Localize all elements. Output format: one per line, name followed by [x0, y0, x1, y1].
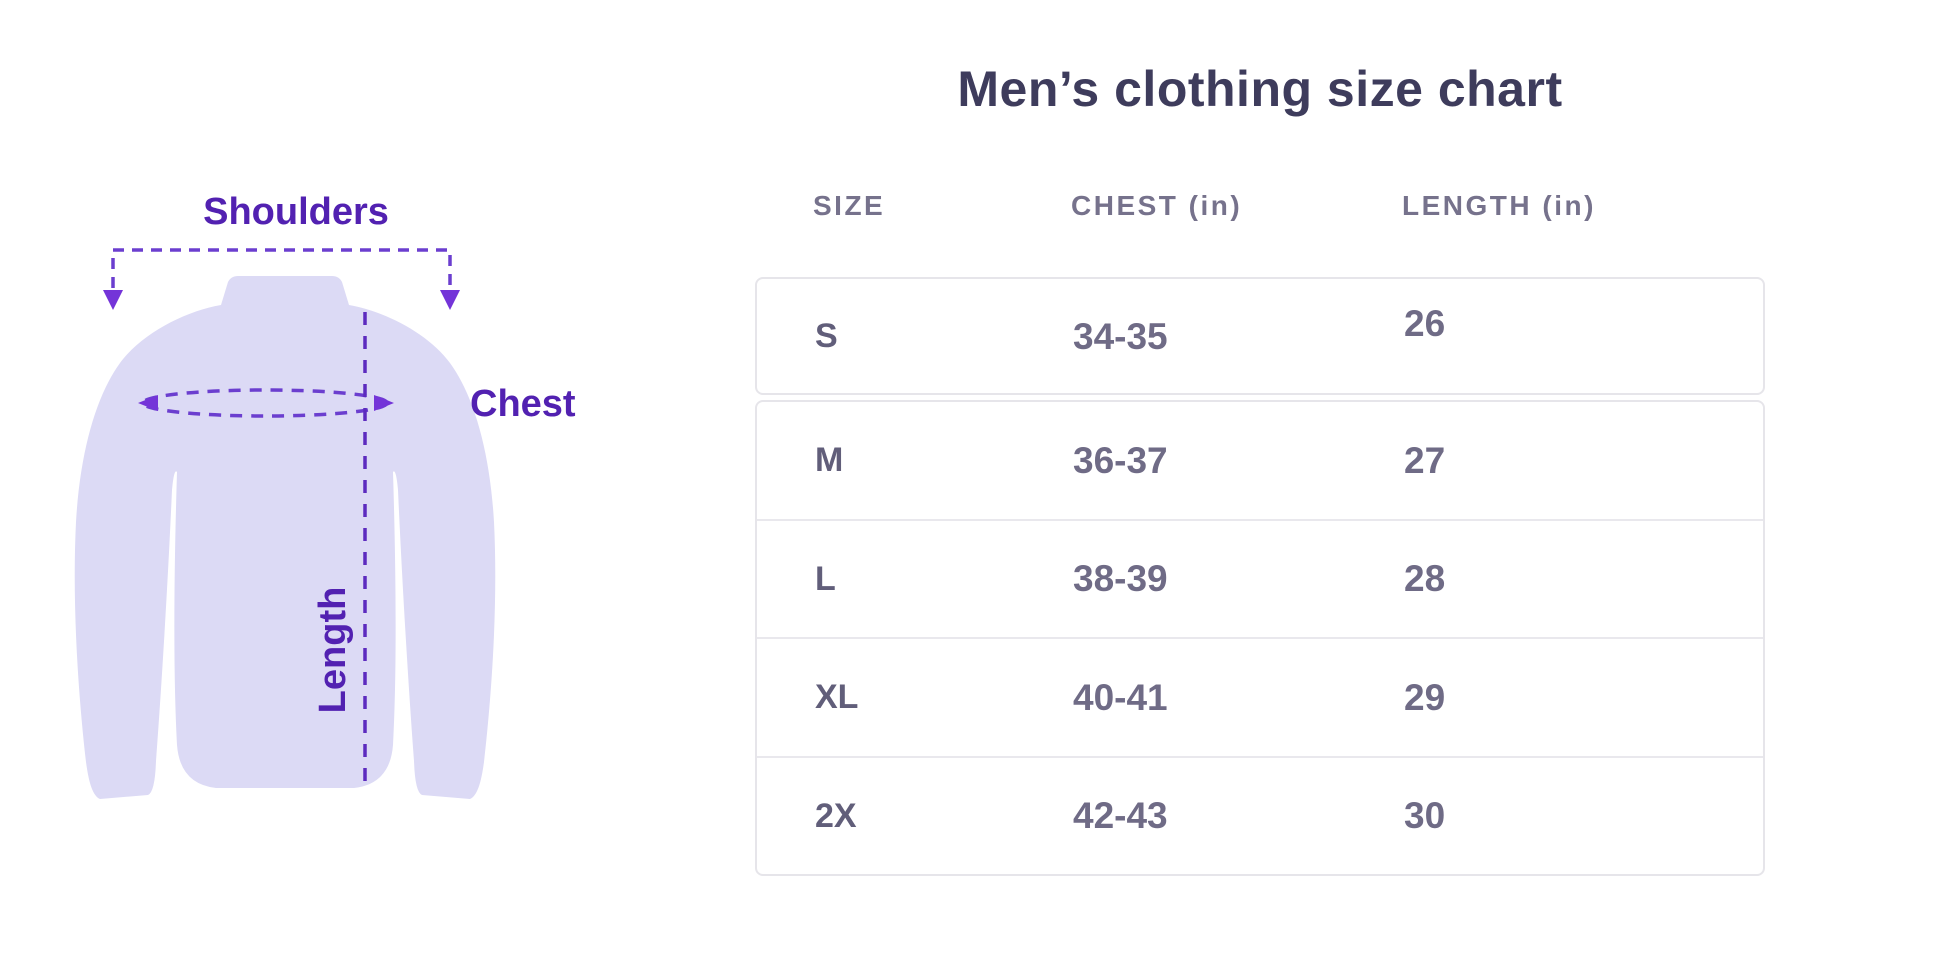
table-row: S 34-35 26 [757, 279, 1763, 393]
cell-chest: 38-39 [1073, 558, 1168, 600]
table-row: L 38-39 28 [757, 518, 1763, 638]
shoulders-label: Shoulders [203, 191, 389, 233]
length-label: Length [312, 586, 354, 714]
header-length: LENGTH (in) [1402, 190, 1596, 221]
cell-size: M [815, 441, 844, 480]
shirt-body [74, 305, 496, 799]
cell-length: 27 [1404, 439, 1446, 481]
shoulders-arrow-left-icon [103, 290, 123, 310]
chest-arrow-right-icon [374, 395, 394, 411]
size-table-first-row-box: S 34-35 26 [755, 277, 1765, 395]
cell-length: 26 [1404, 302, 1446, 344]
page-title: Men’s clothing size chart [957, 61, 1563, 117]
size-table-header: SIZE CHEST (in) LENGTH (in) [755, 190, 1765, 222]
cell-length: 30 [1404, 795, 1446, 837]
table-row: XL 40-41 29 [757, 637, 1763, 756]
size-table-rows-box: M 36-37 27 L 38-39 28 XL 40-41 29 2X 42-43 30 [755, 400, 1765, 876]
header-size: SIZE [813, 190, 886, 221]
cell-size: S [815, 317, 838, 355]
cell-size: 2X [815, 796, 857, 835]
shirt-illustration [74, 248, 496, 799]
cell-size: L [815, 559, 836, 598]
cell-length: 29 [1404, 676, 1446, 718]
cell-chest: 40-41 [1073, 676, 1168, 718]
shirt-collar [221, 276, 349, 305]
chest-arrow-left-icon [138, 395, 158, 411]
header-chest: CHEST (in) [1071, 190, 1243, 221]
cell-chest: 34-35 [1073, 315, 1168, 357]
shoulders-arrow-right-icon [440, 290, 460, 310]
table-row: 2X 42-43 30 [757, 755, 1763, 875]
cell-size: XL [815, 678, 859, 717]
table-row: M 36-37 27 [757, 402, 1763, 519]
cell-chest: 42-43 [1073, 795, 1168, 837]
cell-length: 28 [1404, 558, 1446, 600]
cell-chest: 36-37 [1073, 439, 1168, 481]
chest-label: Chest [470, 383, 576, 425]
shoulders-measure-line [111, 248, 452, 288]
